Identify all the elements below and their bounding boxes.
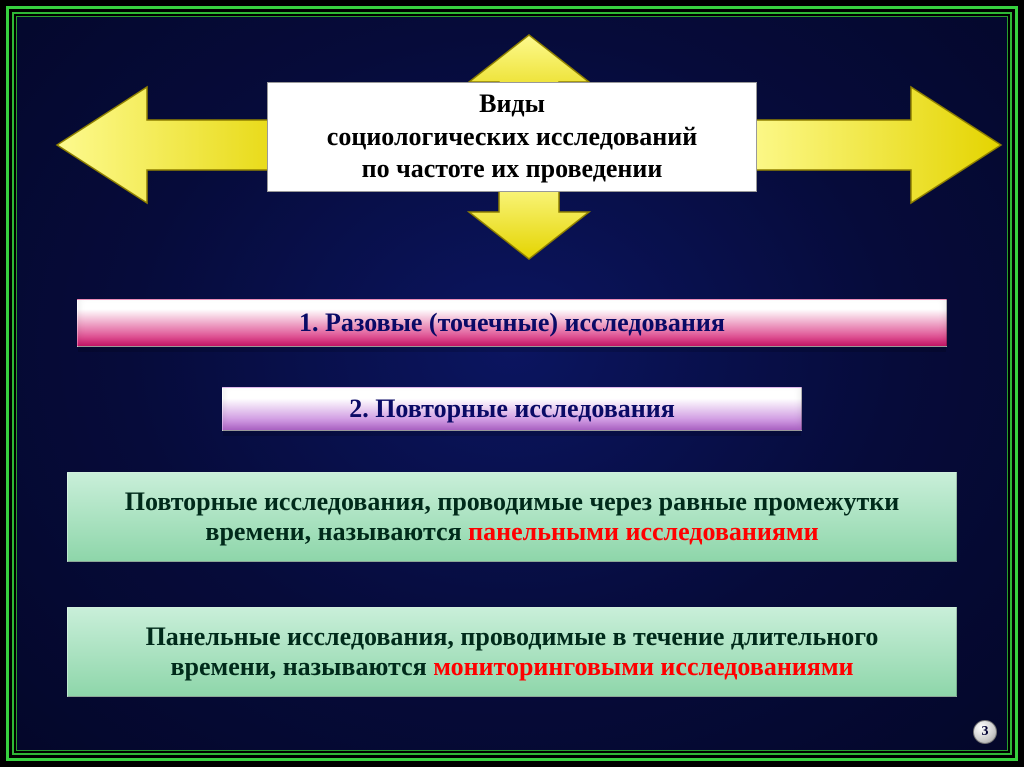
slide-content: Виды социологических исследований по час… bbox=[17, 17, 1007, 750]
slide-number: 3 bbox=[982, 724, 989, 740]
title-line-3: по частоте их проведении bbox=[362, 153, 663, 186]
title-box: Виды социологических исследований по час… bbox=[267, 82, 757, 192]
panel-1-highlight: панельными исследованиями bbox=[468, 517, 818, 546]
panel-definition-2: Панельные исследования, проводимые в теч… bbox=[67, 607, 957, 697]
slide-frame-outer: Виды социологических исследований по час… bbox=[0, 0, 1024, 767]
bar-item-1: 1. Разовые (точечные) исследования bbox=[77, 299, 947, 347]
panel-definition-1: Повторные исследования, проводимые через… bbox=[67, 472, 957, 562]
bar-1-text: 1. Разовые (точечные) исследования bbox=[299, 308, 725, 338]
title-line-1: Виды bbox=[479, 88, 545, 121]
slide-number-badge: 3 bbox=[973, 720, 997, 744]
title-line-2: социологических исследований bbox=[327, 121, 697, 154]
panel-2-highlight: мониторинговыми исследованиями bbox=[433, 652, 853, 681]
slide-frame-border-1: Виды социологических исследований по час… bbox=[6, 6, 1018, 761]
slide-frame-border-2: Виды социологических исследований по час… bbox=[12, 12, 1012, 755]
slide-frame-border-3: Виды социологических исследований по час… bbox=[16, 16, 1008, 751]
bar-item-2: 2. Повторные исследования bbox=[222, 387, 802, 431]
bar-2-text: 2. Повторные исследования bbox=[349, 394, 675, 424]
